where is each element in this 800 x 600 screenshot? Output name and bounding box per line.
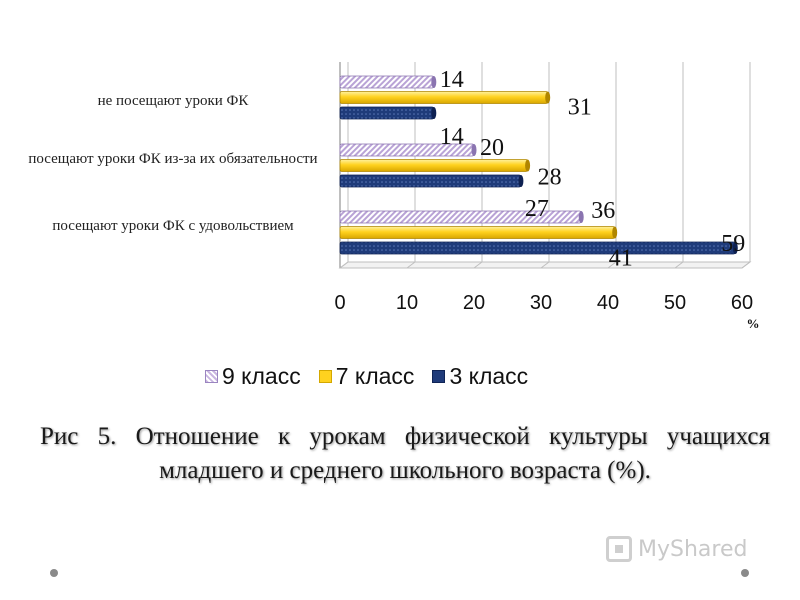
gridline-foot — [339, 261, 349, 269]
legend-swatch-3 — [432, 369, 446, 383]
watermark-text: MyShared — [638, 536, 748, 562]
data-label: 36 — [591, 198, 615, 224]
bar-cap — [545, 91, 551, 104]
x-axis-label: % — [747, 316, 760, 331]
x-tick-label: 0 — [334, 292, 345, 314]
data-label: 59 — [721, 231, 745, 257]
legend-item-3: 3 класс — [432, 363, 528, 390]
bar-cap — [612, 226, 618, 239]
data-label: 27 — [525, 196, 549, 222]
bar-cap — [518, 175, 524, 187]
data-label: 14 — [440, 67, 464, 93]
bar — [339, 75, 435, 89]
legend-label-9: 9 класс — [222, 362, 301, 389]
slide-dot-right — [741, 569, 749, 577]
gridline-foot — [540, 261, 550, 269]
legend-item-9: 9 класс — [205, 363, 301, 390]
x-axis-ticks: 0 10 20 30 40 50 60% — [334, 292, 759, 331]
bars — [339, 75, 738, 255]
data-label: 41 — [609, 246, 633, 272]
watermark: MyShared — [606, 536, 747, 562]
bar-cap — [525, 159, 531, 172]
bar-cap — [431, 76, 437, 88]
myshared-logo-icon — [606, 536, 632, 562]
x-tick-label: 30 — [530, 292, 552, 314]
legend-label-7: 7 класс — [335, 362, 415, 389]
legend-swatch-9 — [205, 369, 218, 383]
gridline-foot — [473, 261, 483, 269]
figure-caption: Рис 5. Отношение к урокам физической кул… — [40, 423, 770, 484]
bar — [339, 174, 522, 188]
gridline-foot — [607, 261, 617, 269]
bar — [339, 159, 529, 172]
category-label-0: не посещают уроки ФК — [97, 93, 249, 109]
bar — [339, 91, 549, 104]
x-tick-label: 50 — [664, 292, 686, 314]
bar — [339, 106, 435, 120]
bar — [339, 226, 616, 239]
x-tick-label: 10 — [396, 292, 418, 314]
x-tick-label: 60 — [731, 292, 753, 314]
gridline-foot — [674, 261, 684, 269]
bar-cap — [431, 107, 437, 119]
legend-swatch-7 — [318, 369, 332, 383]
bar-cap — [578, 211, 584, 223]
x-tick-label: 20 — [463, 292, 485, 314]
category-label-1: посещают уроки ФК из-за их обязательност… — [28, 151, 318, 167]
data-label: 31 — [568, 95, 592, 121]
gridline-foot — [741, 261, 751, 269]
bar-cap — [732, 242, 738, 254]
gridline-foot — [406, 261, 416, 269]
x-tick-label: 40 — [597, 292, 619, 314]
slide-dot-left — [50, 569, 58, 577]
category-label-2: посещают уроки ФК с удовольствием — [52, 218, 294, 234]
data-label: 14 — [440, 124, 464, 150]
legend: 9 класс 7 класс 3 класс — [205, 361, 528, 391]
legend-item-7: 7 класс — [318, 362, 415, 390]
data-label: 20 — [480, 135, 504, 161]
bar — [339, 241, 736, 255]
bar-chart: 14 31 14 20 28 27 36 41 59 0 10 20 30 40 50 60% — [334, 62, 760, 331]
legend-label-3: 3 класс — [449, 362, 529, 389]
data-label: 28 — [538, 165, 562, 191]
bar-cap — [471, 144, 477, 156]
data-labels: 14 31 14 20 28 27 36 41 59 — [440, 67, 746, 272]
